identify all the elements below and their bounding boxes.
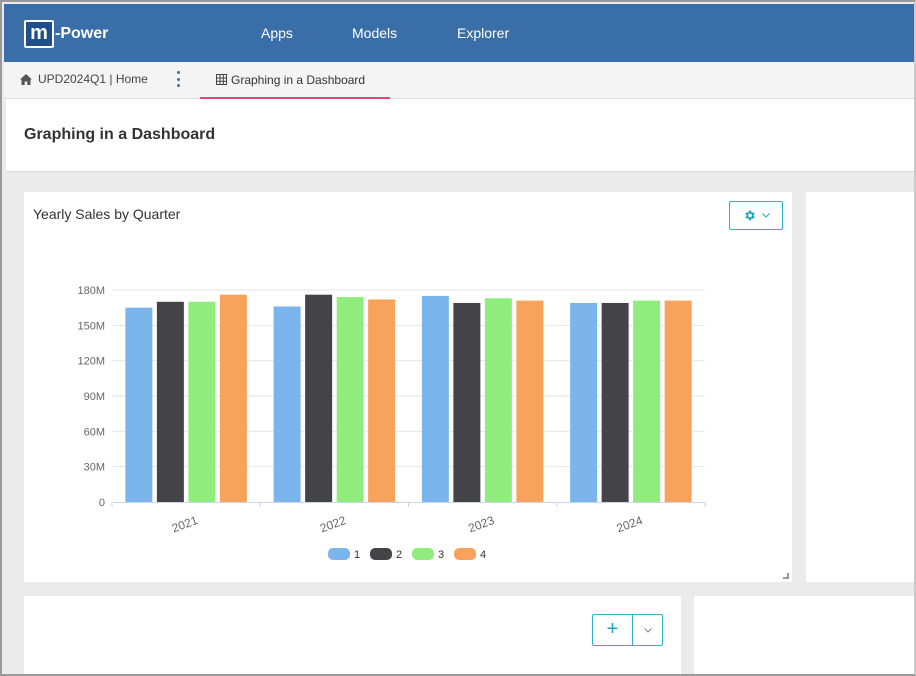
logo-text: -Power bbox=[55, 25, 109, 42]
bar bbox=[156, 301, 184, 502]
legend-swatch bbox=[328, 548, 350, 560]
bar bbox=[273, 306, 301, 502]
legend-swatch bbox=[412, 548, 434, 560]
legend-label: 4 bbox=[480, 549, 486, 561]
resize-handle[interactable] bbox=[783, 573, 789, 579]
page-title: Graphing in a Dashboard bbox=[24, 126, 216, 143]
bar bbox=[601, 302, 629, 502]
bar bbox=[188, 301, 216, 502]
bar bbox=[516, 300, 544, 502]
widget-title: Yearly Sales by Quarter bbox=[33, 206, 181, 222]
home-icon bbox=[20, 73, 32, 85]
gear-icon bbox=[744, 210, 755, 221]
legend-swatch bbox=[370, 548, 392, 560]
top-navbar: m -Power Apps Models Explorer bbox=[4, 4, 914, 62]
bar bbox=[664, 300, 692, 502]
add-widget-button[interactable]: + bbox=[593, 615, 633, 645]
tab-strip: UPD2024Q1 | Home Graphing in a Dashboard bbox=[4, 62, 914, 99]
logo-mark: m bbox=[24, 20, 54, 48]
y-tick-label: 30M bbox=[84, 462, 105, 474]
y-tick-label: 0 bbox=[99, 497, 105, 509]
side-widget-card bbox=[806, 192, 914, 582]
bar bbox=[633, 300, 661, 502]
tab-home[interactable]: UPD2024Q1 | Home bbox=[20, 72, 148, 86]
bar bbox=[125, 307, 153, 502]
grid-icon bbox=[216, 74, 227, 85]
chart-widget-card: Yearly Sales by Quarter 0 30M 60M 90M 120M 15… bbox=[24, 192, 792, 582]
legend-label: 3 bbox=[438, 549, 444, 561]
x-tick-label: 2021 bbox=[170, 513, 200, 535]
widget-settings-button[interactable] bbox=[729, 201, 783, 230]
x-tick-label: 2022 bbox=[318, 513, 348, 535]
page-header: Graphing in a Dashboard bbox=[6, 99, 914, 172]
nav-models[interactable]: Models bbox=[352, 25, 398, 41]
bar-chart: 0 30M 60M 90M 120M 150M 180M 2021 2022 2023 2024 1 2… bbox=[77, 285, 706, 561]
bar bbox=[336, 297, 364, 502]
y-tick-label: 90M bbox=[84, 391, 105, 403]
bar bbox=[368, 299, 396, 502]
chevron-down-icon bbox=[761, 213, 770, 218]
y-tick-label: 120M bbox=[77, 356, 105, 368]
chevron-down-icon bbox=[643, 627, 652, 633]
more-options-icon[interactable] bbox=[174, 71, 182, 87]
legend-label: 2 bbox=[396, 549, 402, 561]
add-widget-dropdown[interactable] bbox=[633, 615, 662, 645]
x-tick-label: 2023 bbox=[466, 513, 496, 535]
bar bbox=[484, 298, 512, 502]
bar bbox=[305, 294, 333, 502]
legend-label: 1 bbox=[354, 549, 360, 561]
tab-home-label: UPD2024Q1 | Home bbox=[38, 72, 148, 86]
y-tick-label: 180M bbox=[77, 285, 105, 297]
y-tick-label: 150M bbox=[77, 320, 105, 332]
empty-widget-card: + bbox=[24, 596, 681, 674]
bar bbox=[453, 302, 481, 502]
mpower-logo[interactable]: m -Power bbox=[24, 20, 108, 48]
bar bbox=[421, 295, 449, 502]
bar bbox=[219, 294, 247, 502]
side-widget-card-2 bbox=[694, 596, 914, 674]
bar bbox=[570, 302, 598, 502]
tab-graphing-dashboard[interactable]: Graphing in a Dashboard bbox=[200, 62, 390, 99]
add-widget-split-button: + bbox=[592, 614, 663, 646]
y-tick-label: 60M bbox=[84, 426, 105, 438]
nav-apps[interactable]: Apps bbox=[261, 25, 293, 41]
legend-swatch bbox=[454, 548, 476, 560]
tab-active-label: Graphing in a Dashboard bbox=[231, 72, 366, 87]
x-tick-label: 2024 bbox=[615, 513, 645, 535]
nav-explorer[interactable]: Explorer bbox=[457, 25, 510, 41]
